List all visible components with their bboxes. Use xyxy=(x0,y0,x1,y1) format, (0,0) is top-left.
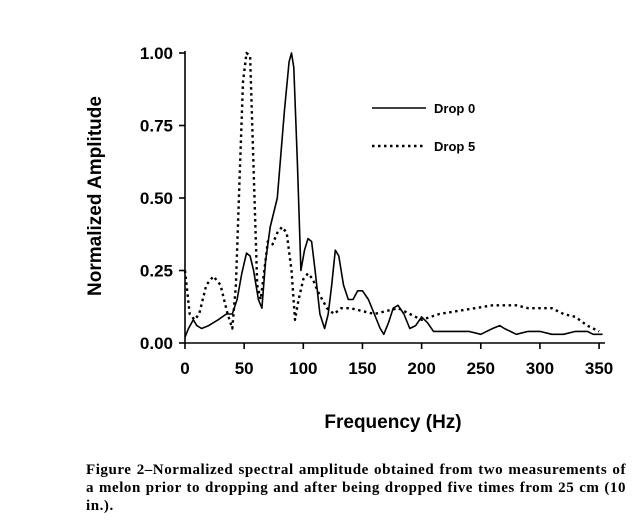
y-tick-label: 0.50 xyxy=(140,189,173,208)
x-tick-label: 0 xyxy=(180,359,189,378)
y-tick-label: 0.00 xyxy=(140,334,173,353)
series-line-drop-5 xyxy=(183,51,600,333)
legend-label: Drop 0 xyxy=(434,101,475,116)
legend-label: Drop 5 xyxy=(434,139,475,154)
x-tick-label: 300 xyxy=(526,359,554,378)
x-tick-label: 50 xyxy=(235,359,254,378)
y-tick-label: 0.75 xyxy=(140,117,173,136)
y-tick-label: 1.00 xyxy=(140,44,173,63)
series-layer xyxy=(183,51,603,338)
x-axis-title: Frequency (Hz) xyxy=(324,412,461,433)
y-axis: 0.00 0.25 0.50 0.75 1.00 xyxy=(140,44,186,353)
x-tick-label: 150 xyxy=(348,359,376,378)
y-tick-label: 0.25 xyxy=(140,262,173,281)
x-tick-label: 200 xyxy=(407,359,435,378)
y-axis-title: Normalized Amplitude xyxy=(85,96,106,296)
legend: Drop 0 Drop 5 xyxy=(372,101,475,154)
figure-caption: Figure 2–Normalized spectral amplitude o… xyxy=(86,462,626,514)
x-axis: 0 50 100 150 200 250 300 350 xyxy=(180,342,613,378)
x-tick-label: 350 xyxy=(585,359,613,378)
spectral-amplitude-chart: 0 50 100 150 200 250 300 350 0.00 0.25 0.50 0.75 1.… xyxy=(85,44,613,433)
x-tick-label: 100 xyxy=(289,359,317,378)
x-tick-label: 250 xyxy=(467,359,495,378)
series-line-drop-0 xyxy=(184,52,603,338)
